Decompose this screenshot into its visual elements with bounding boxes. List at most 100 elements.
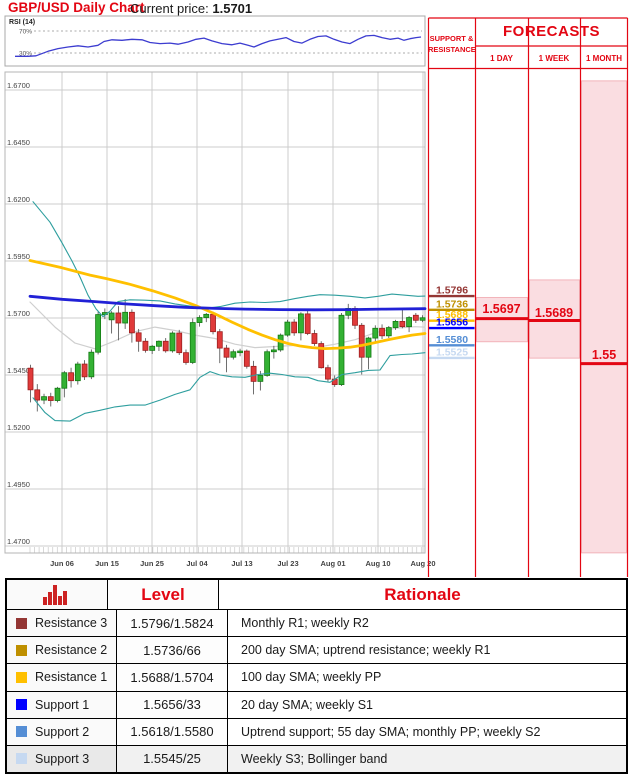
candle-up bbox=[419, 317, 426, 321]
candle-down bbox=[304, 313, 311, 334]
candle-down bbox=[216, 331, 223, 349]
candle-down bbox=[311, 333, 318, 344]
level-color-swatch bbox=[16, 671, 27, 683]
candle-up bbox=[264, 351, 271, 376]
x-axis-label: Jul 23 bbox=[277, 559, 298, 568]
candle-down bbox=[27, 367, 34, 391]
level-name: Support 2 bbox=[35, 724, 90, 739]
sma-200-blue bbox=[28, 294, 427, 312]
level-value: 1.5688/1.5704 bbox=[117, 664, 228, 691]
candle-down bbox=[291, 321, 298, 334]
x-axis-label: Jul 13 bbox=[231, 559, 252, 568]
candle-down bbox=[34, 389, 41, 401]
current-price-value: 1.5701 bbox=[212, 1, 253, 16]
candle-down bbox=[250, 365, 257, 382]
candle-up bbox=[392, 321, 399, 328]
current-price: Current price: 1.5701 bbox=[130, 1, 252, 16]
level-color-swatch bbox=[16, 699, 27, 711]
candle-down bbox=[412, 314, 419, 321]
candle-down bbox=[81, 363, 88, 378]
table-row-resistance-2: Resistance 2 1.5736/66 200 day SMA; uptr… bbox=[7, 636, 626, 664]
forecast-1month-value: 1.55 bbox=[591, 348, 617, 362]
candle-up bbox=[365, 337, 372, 358]
level-rationale: Monthly R1; weekly R2 bbox=[241, 616, 369, 631]
candle-up bbox=[54, 387, 61, 401]
candle-down bbox=[162, 340, 169, 352]
candle-down bbox=[135, 332, 142, 342]
level-name: Resistance 2 bbox=[35, 643, 108, 658]
rationale-column-header: Rationale bbox=[384, 584, 461, 604]
level-rationale: 100 day SMA; weekly PP bbox=[241, 670, 382, 685]
level-name: Resistance 1 bbox=[35, 670, 108, 685]
level-value: 1.5796/1.5824 bbox=[117, 610, 228, 637]
candle-down bbox=[115, 312, 122, 324]
bar-chart-icon bbox=[43, 584, 67, 605]
sr-level-label: 1.5688 bbox=[436, 309, 468, 321]
level-value: 1.5618/1.5580 bbox=[117, 718, 228, 745]
candle-up bbox=[95, 314, 102, 353]
candle-down bbox=[243, 350, 250, 367]
x-axis-label: Jun 06 bbox=[50, 559, 74, 568]
candle-down bbox=[325, 367, 331, 380]
chart-grid: 1.6700 1.6450 1.6200 1.5950 1.5700 1.5450 1.52… bbox=[4, 71, 436, 568]
chart-canvas: 70%30%RSI (14) 1.6700 1.6450 1.6200 1.5950 1… bbox=[4, 15, 629, 577]
sr-level-label: 1.5580 bbox=[436, 334, 468, 346]
bollinger-upper bbox=[32, 201, 426, 318]
level-value: 1.5736/66 bbox=[117, 637, 228, 664]
candle-up bbox=[237, 350, 243, 354]
rsi-panel: 70% 30% RSI (14) bbox=[4, 15, 426, 67]
candle-up bbox=[230, 351, 237, 358]
level-rationale: Weekly S3; Bollinger band bbox=[228, 745, 626, 773]
level-color-swatch bbox=[16, 753, 27, 765]
level-rationale: 20 day SMA; weekly S1 bbox=[241, 697, 374, 712]
y-axis-label: 1.6450 bbox=[7, 138, 30, 147]
candle-up bbox=[169, 332, 176, 352]
candle-up bbox=[122, 311, 129, 324]
sr-level-label: 1.5736 bbox=[436, 298, 468, 310]
forecast-col-1week-label: 1 WEEK bbox=[538, 54, 570, 63]
y-axis-label: 1.4700 bbox=[7, 537, 30, 546]
forecast-1day-value: 1.5697 bbox=[482, 302, 521, 316]
level-rationale: 200 day SMA; uptrend resistance; weekly … bbox=[241, 643, 491, 658]
x-axis-label: Jun 15 bbox=[95, 559, 119, 568]
candle-down bbox=[68, 372, 74, 382]
candle-up bbox=[257, 375, 264, 382]
candle-up bbox=[156, 340, 162, 347]
candle-down bbox=[176, 332, 183, 354]
candle-down bbox=[399, 321, 406, 328]
candlestick-series bbox=[27, 299, 426, 412]
table-row-support-3: Support 3 1.5545/25 Weekly S3; Bollinger… bbox=[7, 744, 626, 773]
y-axis-label: 1.6700 bbox=[7, 81, 30, 90]
levels-table: Level Rationale Resistance 3 1.5796/1.58… bbox=[5, 578, 628, 774]
candle-down bbox=[318, 343, 325, 369]
y-axis-label: 1.4950 bbox=[7, 480, 30, 489]
y-axis-label: 1.5950 bbox=[7, 252, 30, 261]
rsi-tick-label: 30% bbox=[19, 51, 32, 58]
level-color-swatch bbox=[16, 644, 27, 656]
y-axis-label: 1.5450 bbox=[7, 366, 30, 375]
candle-up bbox=[108, 312, 115, 321]
candle-up bbox=[74, 363, 81, 382]
candle-up bbox=[385, 327, 392, 337]
x-axis-label: Aug 20 bbox=[410, 559, 435, 568]
candle-up bbox=[338, 314, 345, 385]
levels-table-icon-cell bbox=[7, 580, 108, 609]
forecast-panel bbox=[427, 17, 629, 577]
sr-level-label: 1.5796 bbox=[436, 285, 468, 297]
candle-down bbox=[223, 347, 230, 358]
candle-up bbox=[270, 349, 277, 353]
y-axis-label: 1.6200 bbox=[7, 195, 30, 204]
candle-down bbox=[352, 308, 358, 326]
support-resistance-header: SUPPORT & RESISTANCE bbox=[428, 33, 476, 55]
level-color-swatch bbox=[16, 726, 27, 738]
sr-header-line2: RESISTANCE bbox=[428, 45, 476, 54]
table-row-support-1: Support 1 1.5656/33 20 day SMA; weekly S… bbox=[7, 690, 626, 718]
x-axis-label: Aug 10 bbox=[365, 559, 390, 568]
sr-level-label: 1.5525 bbox=[436, 346, 468, 358]
candle-down bbox=[47, 396, 54, 401]
bollinger-lower bbox=[32, 352, 426, 422]
sma-20-gray bbox=[29, 301, 426, 350]
forecast-range-band bbox=[581, 80, 627, 554]
current-price-label: Current price: bbox=[130, 1, 209, 16]
